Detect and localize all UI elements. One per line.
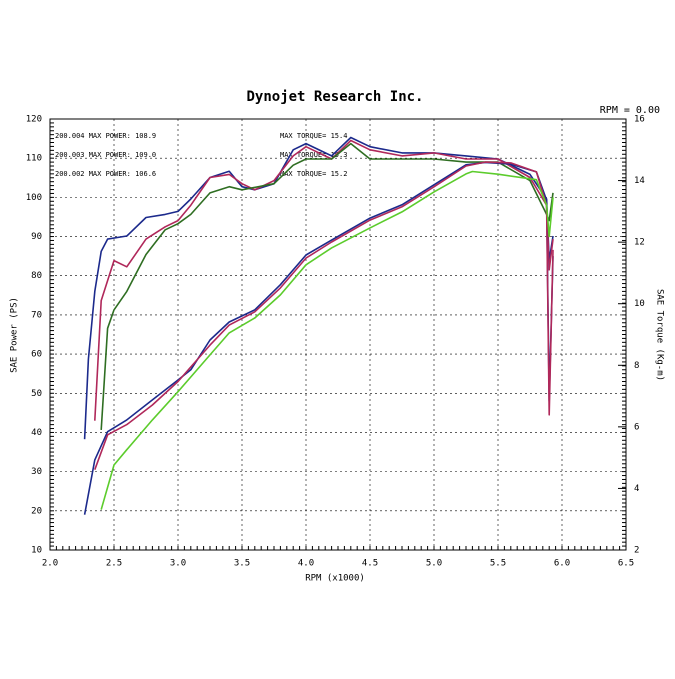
- legend-annotation: 200.002 MAX POWER: 106.6: [55, 170, 156, 178]
- series-line: [100, 170, 554, 510]
- y-tick-label: 70: [31, 310, 42, 320]
- legend-annotation: MAX TORQUE= 15.4: [280, 132, 347, 140]
- x-tick-label: 6.0: [554, 559, 570, 569]
- y-tick-label: 40: [31, 428, 42, 438]
- y2-tick-label: 6: [634, 422, 639, 432]
- legend-annotation: 200.003 MAX POWER: 109.0: [55, 151, 156, 159]
- y2-tick-label: 14: [634, 176, 645, 186]
- x-tick-label: 5.0: [426, 559, 442, 569]
- y-tick-label: 110: [26, 154, 42, 164]
- y2-tick-label: 16: [634, 115, 645, 125]
- x-tick-label: 4.0: [298, 559, 314, 569]
- y-tick-label: 20: [31, 506, 42, 516]
- y2-tick-label: 12: [634, 238, 645, 248]
- y-tick-label: 120: [26, 115, 42, 125]
- x-tick-label: 6.5: [618, 559, 634, 569]
- y-tick-label: 60: [31, 350, 42, 360]
- y-tick-label: 50: [31, 389, 42, 399]
- y-tick-label: 100: [26, 193, 42, 203]
- series-line: [94, 139, 554, 421]
- y2-axis-label: SAE Torque (Kg-m): [655, 289, 665, 381]
- legend-annotation: MAX TORQUE= 15.3: [280, 151, 347, 159]
- y-tick-label: 10: [31, 546, 42, 556]
- y-tick-label: 30: [31, 467, 42, 477]
- y2-tick-label: 2: [634, 546, 639, 556]
- rpm-readout: RPM = 0.00: [600, 105, 660, 116]
- legend-annotation: MAX TORQUE= 15.2: [280, 170, 347, 178]
- x-tick-label: 3.0: [170, 559, 186, 569]
- y2-tick-label: 4: [634, 484, 639, 494]
- chart-title: Dynojet Research Inc.: [246, 89, 423, 105]
- y-axis-label: SAE Power (PS): [10, 297, 20, 373]
- x-tick-label: 3.5: [234, 559, 250, 569]
- series-line: [94, 161, 554, 470]
- x-tick-label: 4.5: [362, 559, 378, 569]
- y-tick-label: 90: [31, 232, 42, 242]
- y2-tick-label: 10: [634, 299, 645, 309]
- x-tick-label: 2.5: [106, 559, 122, 569]
- series-line: [83, 136, 554, 440]
- legend-annotation: 200.004 MAX POWER: 108.9: [55, 132, 156, 140]
- y2-tick-label: 8: [634, 361, 639, 371]
- y-tick-label: 80: [31, 271, 42, 281]
- x-tick-label: 5.5: [490, 559, 506, 569]
- x-axis-label: RPM (x1000): [305, 574, 365, 584]
- x-tick-label: 2.0: [42, 559, 58, 569]
